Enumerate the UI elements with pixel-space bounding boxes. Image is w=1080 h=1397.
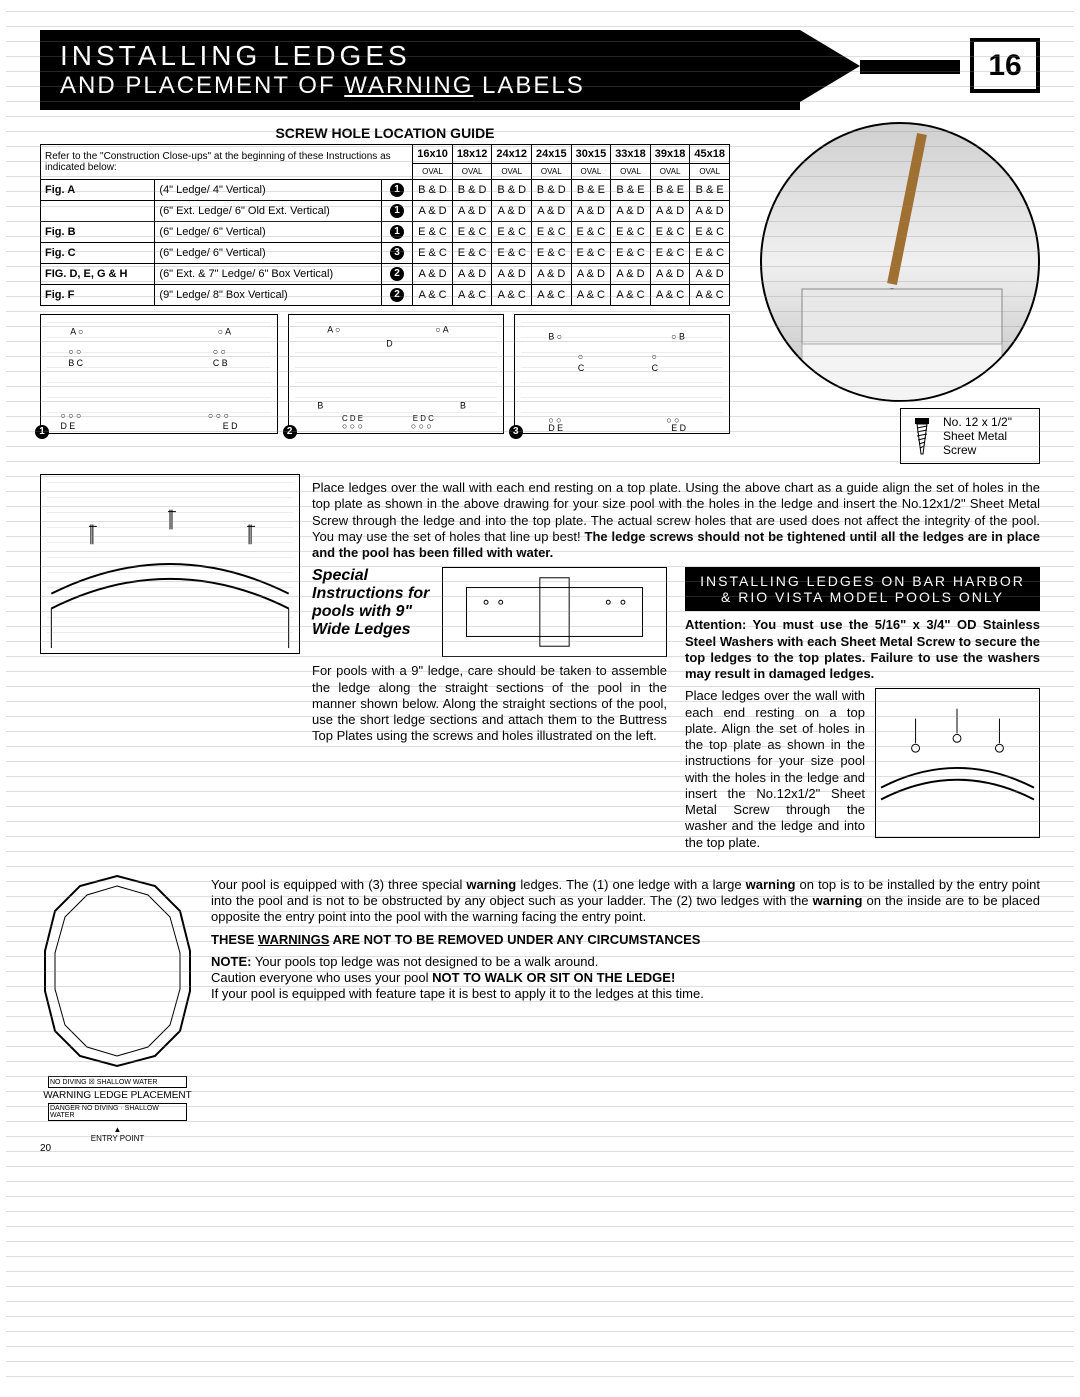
main-instructions: Place ledges over the wall with each end…: [40, 474, 1040, 857]
bar-harbor-section: INSTALLING LEDGES ON BAR HARBOR & RIO VI…: [685, 567, 1040, 857]
washer-diagram: [875, 688, 1040, 838]
